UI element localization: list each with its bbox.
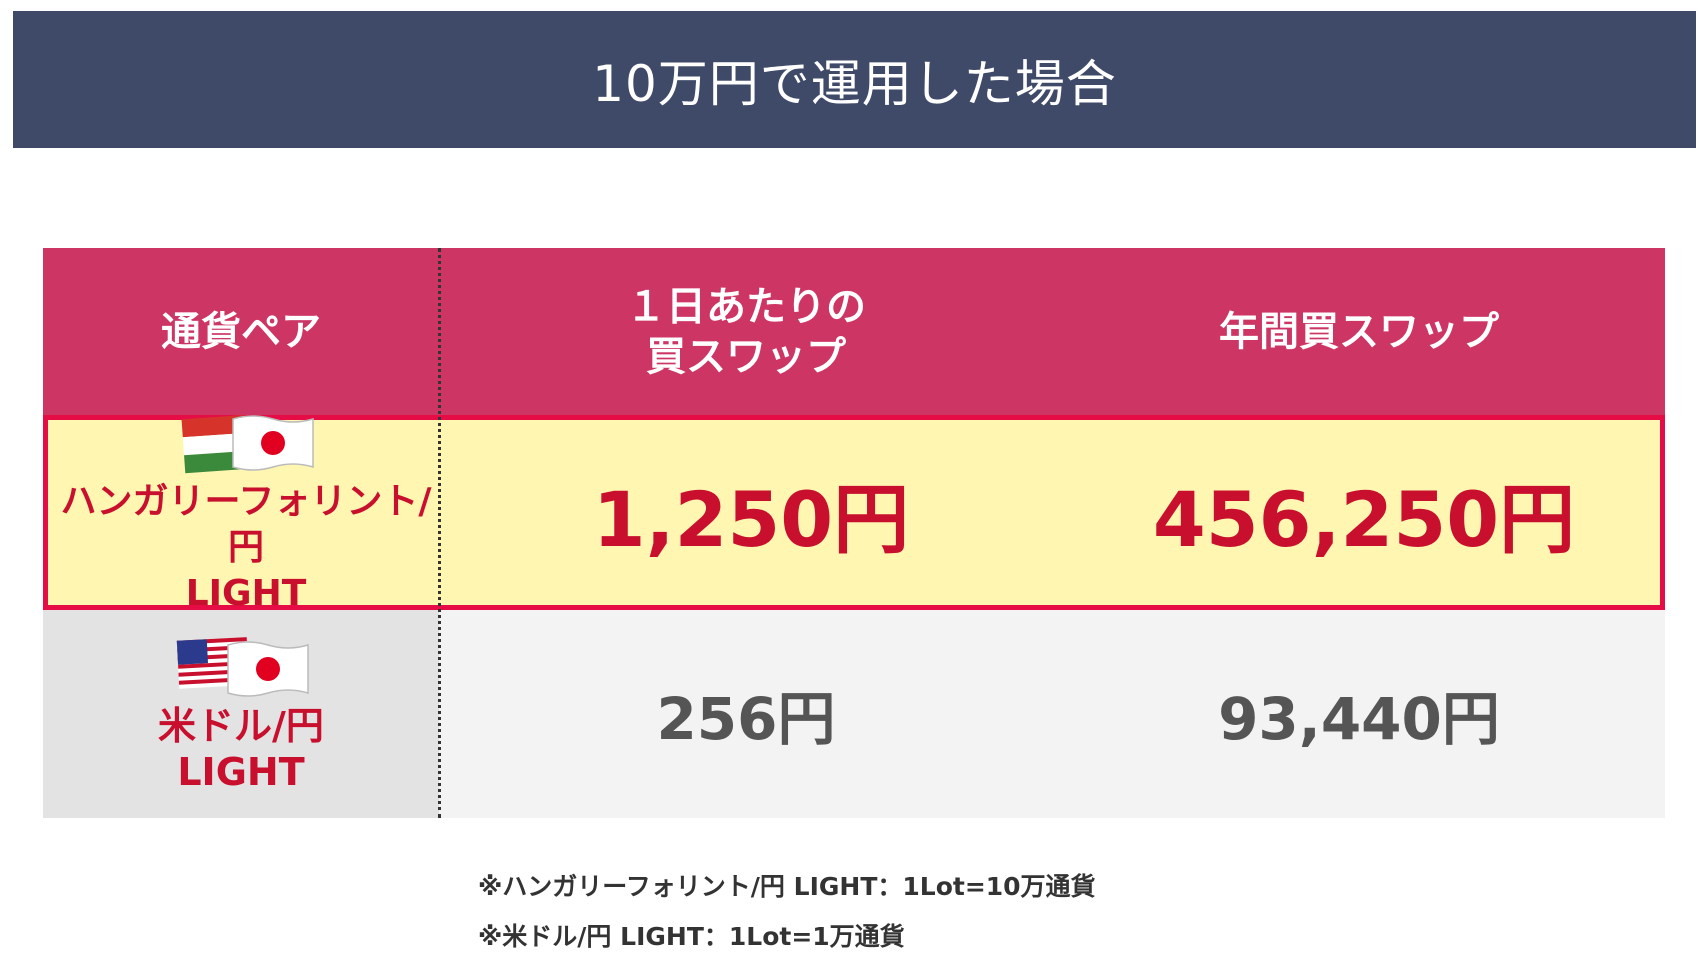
yearly-swap-huf-jpy: 456,250円 (1152, 474, 1576, 564)
footnote-huf-jpy: ※ハンガリーフォリント/円 LIGHT：1Lot=10万通貨 (478, 872, 1096, 901)
header-daily-line1: １日あたりの (626, 283, 866, 330)
japan-flag-icon (227, 641, 309, 697)
table-row: ハンガリーフォリント/円 LIGHT 1,250円 456,250円 (43, 414, 1665, 614)
table-header-row: 通貨ペア １日あたりの 買スワップ 年間買スワップ (43, 248, 1665, 415)
column-divider (438, 248, 441, 818)
pair-cell-huf-jpy: ハンガリーフォリント/円 LIGHT (48, 414, 444, 614)
page-title-text: 10万円で運用した場合 (592, 54, 1117, 113)
footnotes: ※ハンガリーフォリント/円 LIGHT：1Lot=10万通貨 ※米ドル/円 LI… (478, 862, 1096, 962)
daily-swap-usd-jpy: 256円 (656, 685, 836, 753)
header-yearly-swap: 年間買スワップ (1219, 308, 1499, 355)
table-row: 米ドル/円 LIGHT 256円 93,440円 (43, 610, 1665, 818)
footnote-usd-jpy: ※米ドル/円 LIGHT：1Lot=1万通貨 (478, 922, 905, 951)
page-title: 10万円で運用した場合 (13, 11, 1696, 148)
yearly-swap-usd-jpy: 93,440円 (1218, 685, 1500, 753)
flags-usd-jpy (176, 633, 309, 699)
pair-cell-usd-jpy: 米ドル/円 LIGHT (43, 610, 439, 818)
swap-table: 通貨ペア １日あたりの 買スワップ 年間買スワップ (43, 248, 1665, 818)
pair-name-huf-jpy: ハンガリーフォリント/円 LIGHT (60, 480, 432, 614)
header-pair: 通貨ペア (161, 308, 321, 355)
flags-huf-jpy (181, 409, 314, 475)
hungary-flag-icon (181, 414, 248, 473)
header-daily-swap: １日あたりの 買スワップ (439, 248, 1053, 415)
pair-name-usd-jpy: 米ドル/円 LIGHT (158, 704, 324, 794)
header-daily-line2: 買スワップ (646, 333, 846, 380)
daily-swap-huf-jpy: 1,250円 (592, 474, 910, 564)
japan-flag-icon (232, 414, 314, 471)
